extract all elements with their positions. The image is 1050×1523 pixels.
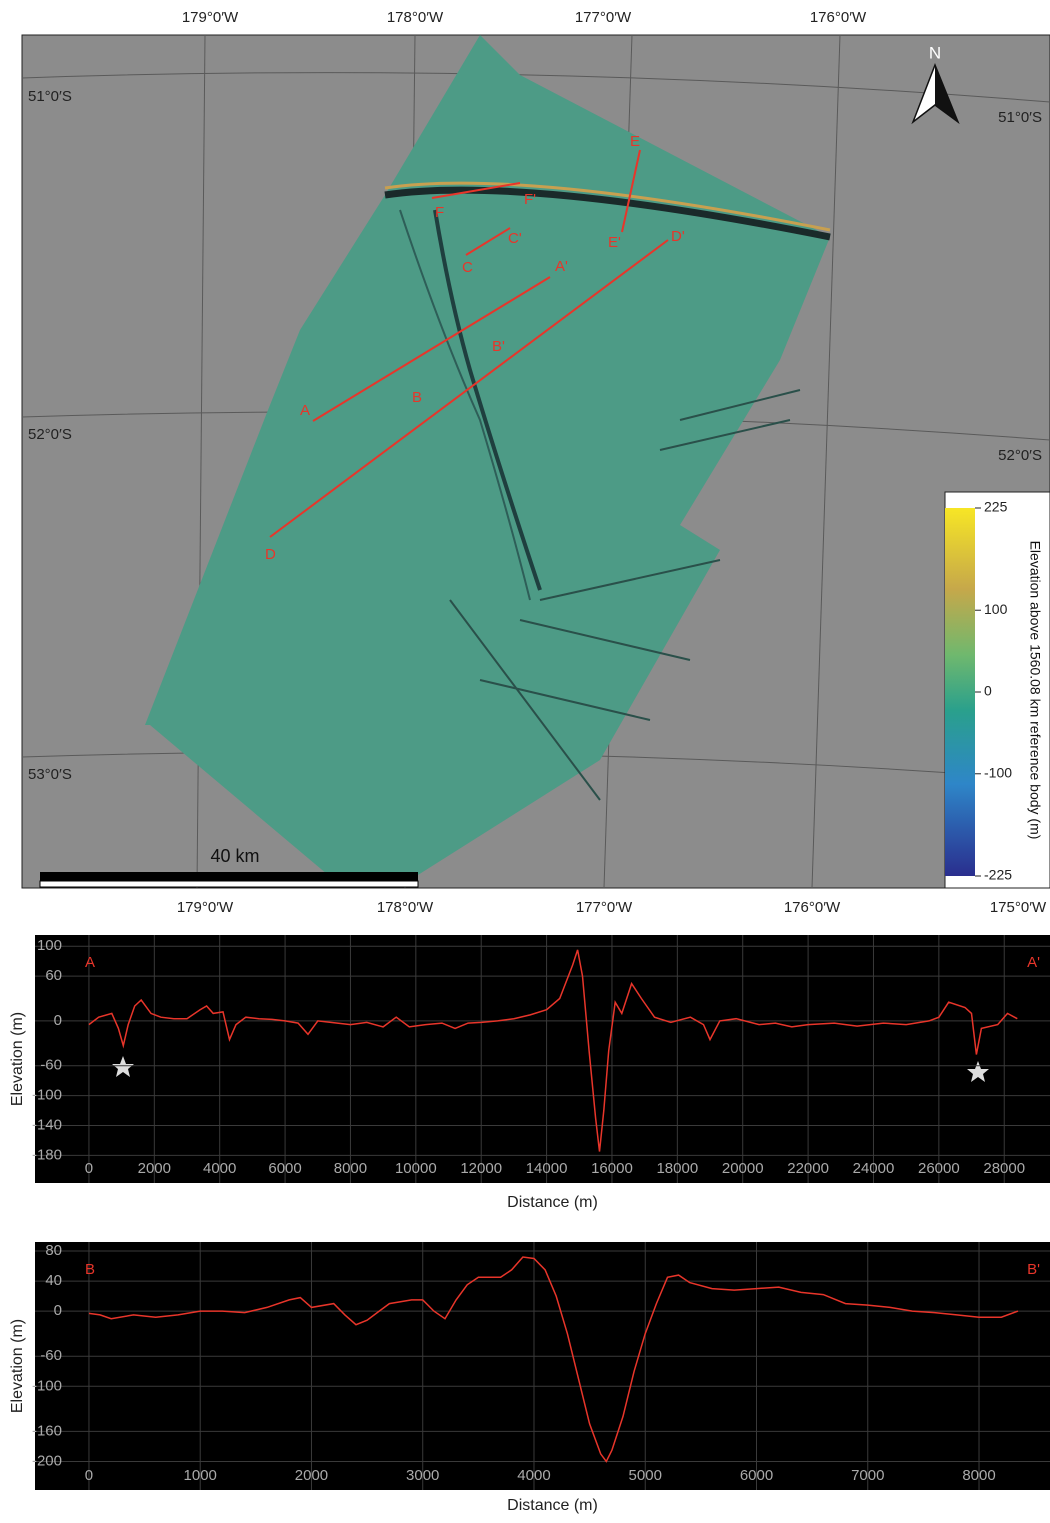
lat-label: 51°0′S [28, 88, 72, 105]
x-tick-label: 5000 [629, 1467, 662, 1484]
x-tick-label: 4000 [203, 1160, 236, 1177]
lon-label: 177°0′W [576, 899, 633, 916]
y-axis-title: Elevation (m) [9, 1319, 26, 1413]
lat-label: 52°0′S [998, 447, 1042, 464]
x-tick-label: 0 [85, 1467, 93, 1484]
colorbar-tick-label: -100 [984, 764, 1012, 780]
profile-label: A' [555, 258, 568, 275]
x-tick-label: 2000 [138, 1160, 171, 1177]
profile-end-label: A' [1027, 954, 1040, 971]
y-tick-label: -100 [32, 1377, 62, 1394]
lon-label: 177°0′W [575, 9, 632, 26]
profile-label: B' [492, 338, 505, 355]
colorbar-tick-label: -225 [984, 867, 1012, 883]
profile-label: E [630, 133, 640, 150]
x-tick-label: 8000 [334, 1160, 367, 1177]
y-tick-label: 60 [45, 967, 62, 984]
x-tick-label: 1000 [184, 1467, 217, 1484]
lon-label: 179°0′W [182, 9, 239, 26]
x-axis-title: Distance (m) [507, 1497, 598, 1514]
profile-label: C' [508, 230, 522, 247]
profile-label: B [412, 389, 422, 406]
profile-label: F [435, 204, 444, 221]
x-tick-label: 20000 [722, 1160, 764, 1177]
profile-end-label: B' [1027, 1261, 1040, 1278]
lon-label: 175°0′W [990, 899, 1047, 916]
colorbar-tick-label: 0 [984, 683, 992, 699]
profile-line [88, 949, 1018, 1152]
x-tick-label: 6000 [740, 1467, 773, 1484]
y-tick-label: -200 [32, 1452, 62, 1469]
profile-label: E' [608, 234, 621, 251]
y-tick-label: -60 [40, 1347, 62, 1364]
profile-label: D' [671, 228, 685, 245]
lat-label: 52°0′S [28, 426, 72, 443]
y-tick-label: 0 [54, 1012, 62, 1029]
x-tick-label: 0 [85, 1160, 93, 1177]
x-tick-label: 2000 [295, 1467, 328, 1484]
y-tick-label: 0 [54, 1302, 62, 1319]
profile-label: C [462, 259, 473, 276]
profile-panel [35, 935, 1050, 1183]
y-tick-label: 100 [37, 937, 62, 954]
lon-label: 178°0′W [387, 9, 444, 26]
x-tick-label: 14000 [526, 1160, 568, 1177]
y-axis-title: Elevation (m) [9, 1012, 26, 1106]
x-tick-label: 24000 [853, 1160, 895, 1177]
north-label: N [929, 43, 941, 62]
colorbar [945, 508, 975, 876]
lon-label: 178°0′W [377, 899, 434, 916]
y-tick-label: 40 [45, 1272, 62, 1289]
x-tick-label: 28000 [983, 1160, 1025, 1177]
x-tick-label: 10000 [395, 1160, 437, 1177]
profile-label: A [300, 402, 310, 419]
y-tick-label: -140 [32, 1116, 62, 1133]
north-arrow: N [911, 43, 960, 125]
lat-label: 53°0′S [28, 766, 72, 783]
profile-line [88, 1256, 1019, 1463]
y-tick-label: -60 [40, 1057, 62, 1074]
lat-label: 51°0′S [998, 109, 1042, 126]
y-tick-label: 80 [45, 1242, 62, 1259]
y-tick-label: -100 [32, 1087, 62, 1104]
lon-label: 176°0′W [784, 899, 841, 916]
terrain-features [384, 181, 831, 801]
profile-label: D [265, 546, 276, 563]
x-tick-label: 18000 [656, 1160, 698, 1177]
x-tick-label: 4000 [517, 1467, 550, 1484]
x-tick-label: 3000 [406, 1467, 439, 1484]
y-tick-label: -180 [32, 1146, 62, 1163]
profile-start-label: B [85, 1261, 95, 1278]
lon-label: 179°0′W [177, 899, 234, 916]
x-tick-label: 26000 [918, 1160, 960, 1177]
longitude-labels: 179°0′W 178°0′W 177°0′W 176°0′W 179°0′W … [177, 9, 1047, 916]
stars [112, 1056, 989, 1082]
x-tick-label: 8000 [962, 1467, 995, 1484]
x-axis-title: Distance (m) [507, 1194, 598, 1211]
x-tick-label: 16000 [591, 1160, 633, 1177]
profile-labels: A A' B B' C C' D D' E E' F F' [265, 133, 685, 563]
scale-bar: 40 km [39, 846, 419, 888]
x-tick-label: 7000 [851, 1467, 884, 1484]
profile-panel [35, 1242, 1050, 1490]
x-tick-label: 6000 [268, 1160, 301, 1177]
profile-label: F' [524, 191, 536, 208]
scale-label: 40 km [210, 846, 259, 866]
colorbar-tick-label: 100 [984, 601, 1008, 617]
x-tick-label: 12000 [460, 1160, 502, 1177]
colorbar-tick-label: 225 [984, 499, 1008, 515]
profile-start-label: A [85, 954, 95, 971]
latitude-labels: 51°0′S 52°0′S 53°0′S 51°0′S 52°0′S [28, 88, 1042, 783]
x-tick-label: 22000 [787, 1160, 829, 1177]
lon-label: 176°0′W [810, 9, 867, 26]
colorbar-title: Elevation above 1560.08 km reference bod… [1027, 541, 1043, 840]
profile-lines [269, 149, 669, 538]
y-tick-label: -160 [32, 1422, 62, 1439]
